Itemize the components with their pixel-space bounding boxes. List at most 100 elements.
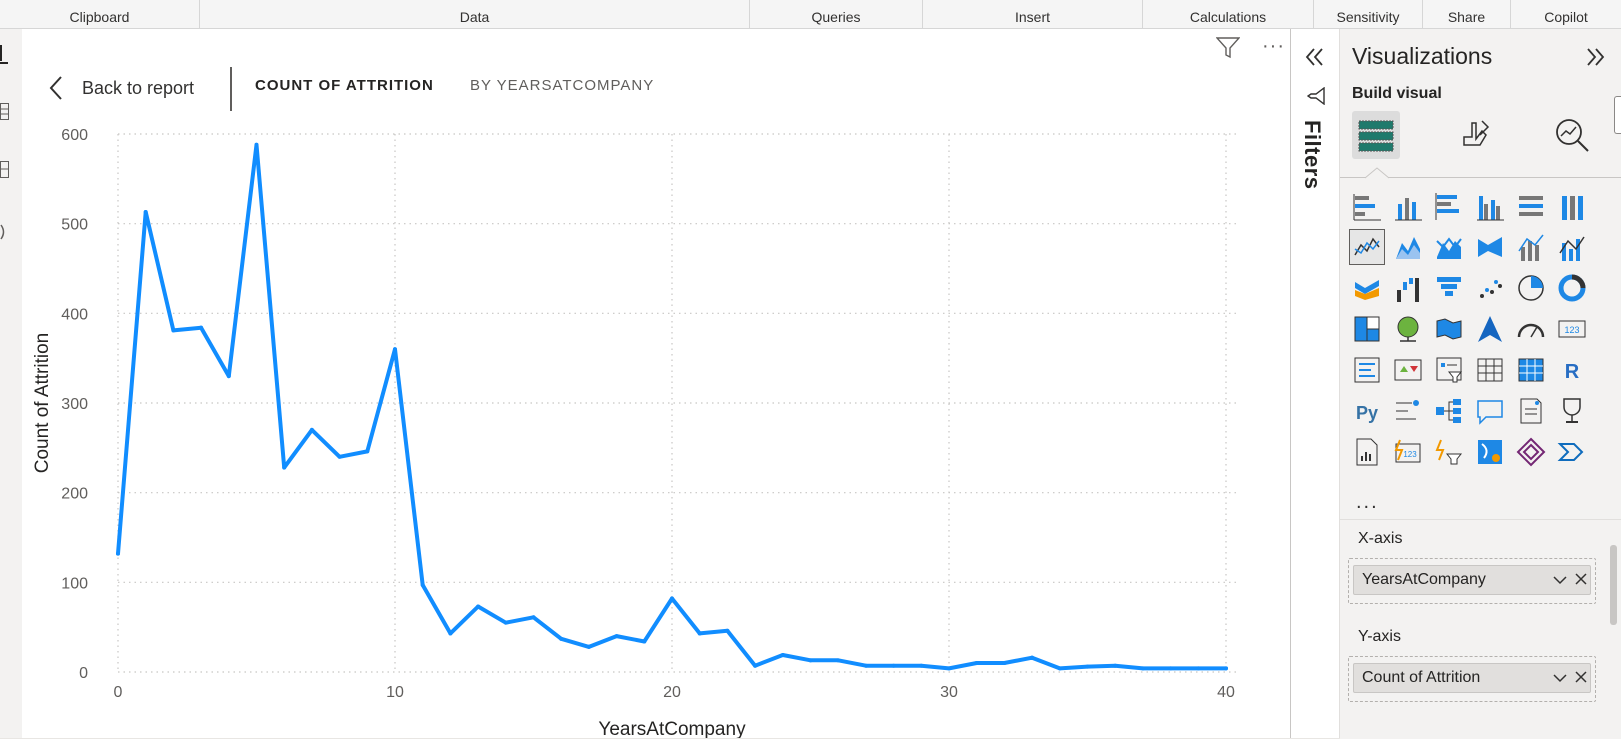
data-point (309, 427, 314, 432)
scatter-chart-icon[interactable] (1473, 271, 1507, 305)
model-view-icon[interactable] (0, 159, 16, 181)
more-options-icon[interactable]: ··· (1262, 35, 1285, 57)
x-axis-title: YearsAtCompany (598, 719, 746, 738)
build-visual-label: Build visual (1352, 85, 1442, 102)
report-view-icon[interactable] (0, 43, 16, 65)
data-point (226, 374, 231, 379)
ribbon-group-data[interactable]: Data (200, 0, 750, 28)
matrix-icon[interactable] (1514, 353, 1548, 387)
collapse-left-icon[interactable] (1305, 47, 1325, 72)
power-apps-card-icon[interactable]: 123 (1391, 435, 1425, 469)
waterfall-chart-icon[interactable] (1391, 271, 1425, 305)
visualizations-pane: Visualizations Build visual 123 R Py 123 ..… (1340, 29, 1621, 739)
stacked-column-chart-icon[interactable] (1391, 189, 1425, 223)
format-visual-icon (1463, 120, 1490, 146)
paginated-report-icon[interactable] (1350, 435, 1384, 469)
kpi-icon[interactable] (1391, 353, 1425, 387)
funnel-chart-icon[interactable] (1432, 271, 1466, 305)
ribbon-area-chart-icon[interactable] (1473, 230, 1507, 264)
power-apps-icon[interactable] (1514, 435, 1548, 469)
line-and-clustered-column-chart-icon[interactable] (1555, 230, 1589, 264)
python-visual-icon[interactable]: Py (1350, 394, 1384, 428)
more-visuals-button[interactable]: ... (1356, 491, 1379, 513)
slicer-icon[interactable] (1432, 353, 1466, 387)
stacked-area-chart-icon[interactable] (1432, 230, 1466, 264)
data-point (780, 652, 785, 657)
dax-query-view-icon[interactable] (0, 221, 16, 243)
100-stacked-column-chart-icon[interactable] (1555, 189, 1589, 223)
data-point (1113, 663, 1118, 668)
visual-subtitle: BY YEARSATCOMPANY (470, 77, 655, 94)
key-influencers-icon[interactable] (1391, 394, 1425, 428)
x-axis-field-name: YearsAtCompany (1362, 571, 1486, 588)
donut-chart-icon[interactable] (1555, 271, 1589, 305)
data-point (337, 454, 342, 459)
ribbon-group-queries[interactable]: Queries (750, 0, 923, 28)
x-axis-field-pill[interactable]: YearsAtCompany (1353, 565, 1591, 595)
filled-map-icon[interactable] (1432, 312, 1466, 346)
data-point (531, 615, 536, 620)
ribbon-group-clipboard[interactable]: Clipboard (0, 0, 200, 28)
gauge-icon[interactable] (1514, 312, 1548, 346)
100-stacked-bar-chart-icon[interactable] (1514, 189, 1548, 223)
x-axis-well[interactable]: YearsAtCompany (1348, 558, 1596, 604)
pane-scrollbar[interactable] (1610, 545, 1617, 625)
arcgis-map-icon[interactable] (1473, 435, 1507, 469)
line-and-stacked-column-chart-icon[interactable] (1514, 230, 1548, 264)
pie-chart-icon[interactable] (1514, 271, 1548, 305)
smart-narrative-icon[interactable] (1514, 394, 1548, 428)
remove-field-icon[interactable] (1574, 566, 1588, 603)
clustered-column-chart-icon[interactable] (1473, 189, 1507, 223)
decomposition-tree-icon[interactable] (1432, 394, 1466, 428)
multi-row-card-icon[interactable] (1350, 353, 1384, 387)
format-visual-tab[interactable] (1452, 111, 1500, 159)
card-icon[interactable]: 123 (1555, 312, 1589, 346)
power-automate-icon[interactable] (1432, 435, 1466, 469)
visual-title: COUNT OF ATTRITION (255, 77, 434, 94)
ribbon-group-share[interactable]: Share (1423, 0, 1511, 28)
visual-filter-icon[interactable] (1215, 37, 1241, 64)
ribbon-group-calculations[interactable]: Calculations (1143, 0, 1314, 28)
expand-right-icon[interactable] (1585, 47, 1605, 72)
azure-map-icon[interactable] (1473, 312, 1507, 346)
data-point (1085, 664, 1090, 669)
map-icon[interactable] (1391, 312, 1425, 346)
stacked-bar-chart-icon[interactable] (1350, 189, 1384, 223)
ribbon-group-insert[interactable]: Insert (923, 0, 1143, 28)
data-point (586, 644, 591, 649)
qa-icon[interactable] (1473, 394, 1507, 428)
y-axis-well[interactable]: Count of Attrition (1348, 656, 1596, 702)
remove-field-icon[interactable] (1574, 664, 1588, 701)
goals-icon[interactable] (1555, 394, 1589, 428)
build-visual-tab[interactable] (1352, 111, 1400, 159)
power-automate-flow-icon[interactable] (1555, 435, 1589, 469)
treemap-icon[interactable] (1350, 312, 1384, 346)
back-to-report-button[interactable]: Back to report (48, 73, 194, 103)
back-to-report-label: Back to report (82, 77, 195, 98)
y-axis-field-pill[interactable]: Count of Attrition (1353, 663, 1591, 693)
ribbon-chart-icon[interactable] (1350, 271, 1384, 305)
filters-pane[interactable]: Filters (1291, 29, 1340, 738)
analytics-icon (1556, 119, 1589, 152)
data-point (143, 210, 148, 215)
ribbon-group-copilot[interactable]: Copilot (1544, 9, 1588, 25)
table-view-icon[interactable] (0, 101, 16, 123)
chevron-down-icon[interactable] (1552, 664, 1568, 701)
area-chart-icon[interactable] (1391, 230, 1425, 264)
clustered-bar-chart-icon[interactable] (1432, 189, 1466, 223)
ribbon: Clipboard Data Queries Insert Calculatio… (0, 0, 1621, 29)
filters-label[interactable]: Filters (1300, 120, 1325, 190)
line-chart[interactable]: 0 100 200 300 400 500 600 0 10 20 30 40 Count of Att… (22, 29, 1290, 738)
table-icon[interactable] (1473, 353, 1507, 387)
line-chart-icon[interactable] (1349, 229, 1385, 265)
chevron-down-icon[interactable] (1552, 566, 1568, 603)
ribbon-group-sensitivity[interactable]: Sensitivity (1314, 0, 1423, 28)
data-point (254, 142, 259, 147)
data-point (670, 596, 674, 601)
data-point (1196, 666, 1201, 671)
data-pane-tab[interactable] (1614, 96, 1621, 134)
analytics-tab[interactable] (1548, 111, 1596, 159)
data-point (503, 620, 508, 625)
y-tick-label: 400 (61, 306, 88, 323)
r-script-visual-icon[interactable]: R (1555, 353, 1589, 387)
